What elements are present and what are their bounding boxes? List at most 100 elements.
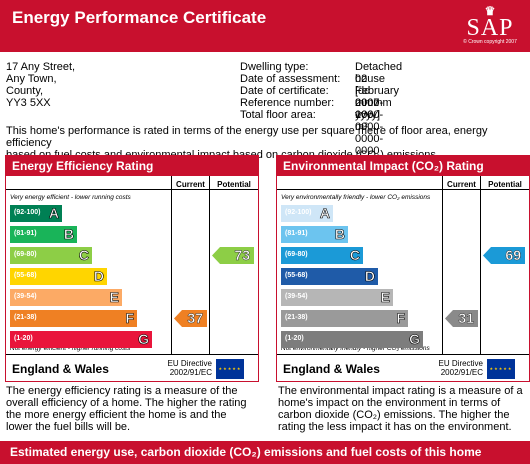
description-line: carbon dioxide (CO₂) emissions. The high…	[278, 409, 510, 421]
eu-directive: EU Directive 2002/91/EC	[427, 359, 483, 377]
rating-band-g: (1-20) G	[10, 331, 152, 348]
detail-value: 0000-0000-0000-0000-0000	[355, 97, 384, 157]
rating-band-e: (39-54) E	[10, 289, 122, 306]
rating-band-g: (1-20) G	[281, 331, 423, 348]
band-letter: F	[396, 310, 405, 327]
band-range: (69-80)	[14, 251, 37, 258]
band-range: (21-38)	[285, 314, 308, 321]
eu-directive: EU Directive 2002/91/EC	[156, 359, 212, 377]
band-letter: B	[63, 226, 75, 243]
address-line: Any Town,	[6, 73, 57, 85]
band-letter: E	[380, 289, 390, 306]
rating-band-a: (92-100) A	[281, 205, 333, 222]
band-letter: F	[125, 310, 134, 327]
panel-title: Environmental Impact (CO₂) Rating	[277, 156, 529, 176]
sap-logo: ♛ SAP © Crown copyright 2007	[458, 5, 522, 47]
eu-flag-icon: ★★★★★	[487, 359, 515, 379]
detail-value: Detached house	[355, 61, 403, 85]
environment-description: The environmental impact rating is a mea…	[278, 385, 528, 433]
potential-rating-arrow: 73	[212, 247, 254, 264]
detail-value: 02 February 2007	[355, 73, 400, 109]
directive-line: EU Directive	[167, 359, 212, 368]
address-block: 17 Any Street, Any Town, County, YY3 5XX	[6, 61, 75, 109]
footer-region: England & Wales	[283, 362, 380, 376]
column-current-header: Current	[176, 180, 205, 189]
band-letter: G	[138, 331, 149, 348]
band-range: (39-54)	[14, 293, 37, 300]
band-range: (92-100)	[14, 209, 41, 216]
rating-band-c: (69-80) C	[10, 247, 92, 264]
directive-line: 2002/91/EC	[169, 368, 212, 377]
rating-band-f: (21-38) F	[10, 310, 137, 327]
band-range: (92-100)	[285, 209, 312, 216]
rating-band-c: (69-80) C	[281, 247, 363, 264]
band-letter: A	[48, 205, 60, 222]
band-range: (1-20)	[14, 335, 33, 342]
directive-line: 2002/91/EC	[440, 368, 483, 377]
potential-rating-arrow: 69	[483, 247, 525, 264]
detail-label: Date of assessment:	[240, 73, 341, 85]
rating-band-b: (81-91) B	[10, 226, 77, 243]
address-line: County,	[6, 85, 44, 97]
detail-row: Date of certificate: [dd mmmm yyyy]	[240, 85, 392, 121]
detail-label: Dwelling type:	[240, 61, 309, 73]
description-line: overall efficiency of a home. The higher…	[6, 397, 247, 409]
detail-value: 166 m²	[355, 109, 374, 133]
rating-band-d: (55-68) D	[10, 268, 107, 285]
environmental-impact-panel: Environmental Impact (CO₂) Rating Curren…	[276, 155, 530, 382]
estimated-costs-heading: Estimated energy use, carbon dioxide (CO…	[0, 441, 530, 464]
band-letter: B	[334, 226, 346, 243]
band-range: (55-68)	[285, 272, 308, 279]
directive-line: EU Directive	[438, 359, 483, 368]
description-line: The environmental impact rating is a mea…	[278, 385, 523, 397]
page-title: Energy Performance Certificate	[12, 8, 267, 27]
description-line: rating the less impact it has on the env…	[278, 421, 512, 433]
band-letter: D	[93, 268, 105, 285]
band-letter: A	[319, 205, 331, 222]
detail-label: Reference number:	[240, 97, 335, 109]
band-range: (81-91)	[14, 230, 37, 237]
description-line: home's impact on the environment in term…	[278, 397, 501, 409]
bottom-note: Not energy efficient - higher running co…	[10, 345, 131, 352]
description-line: The energy efficiency rating is a measur…	[6, 385, 238, 397]
bottom-note: Not environmentally friendly - higher CO…	[281, 345, 430, 352]
panel-title: Energy Efficiency Rating	[6, 156, 258, 176]
footer-region: England & Wales	[12, 362, 109, 376]
band-range: (1-20)	[285, 335, 304, 342]
detail-value: [dd mmmm yyyy]	[355, 85, 392, 121]
dwelling-details: Dwelling type: Detached house Date of ass…	[240, 61, 402, 157]
rating-band-f: (21-38) F	[281, 310, 408, 327]
current-rating-arrow: 37	[174, 310, 207, 327]
intro-line: This home's performance is rated in term…	[6, 125, 488, 149]
current-rating-arrow: 31	[445, 310, 478, 327]
description-line: the more energy efficient the home is an…	[6, 409, 227, 421]
energy-efficiency-panel: Energy Efficiency Rating Current Potenti…	[5, 155, 259, 382]
detail-row: Total floor area: 166 m²	[240, 109, 373, 133]
logo-copyright: © Crown copyright 2007	[463, 39, 517, 45]
band-letter: C	[78, 247, 90, 264]
band-letter: D	[364, 268, 376, 285]
detail-row: Dwelling type: Detached house	[240, 61, 402, 85]
efficiency-description: The energy efficiency rating is a measur…	[6, 385, 268, 433]
certificate-header: Energy Performance Certificate ♛ SAP © C…	[0, 0, 530, 52]
band-letter: G	[409, 331, 420, 348]
detail-label: Total floor area:	[240, 109, 316, 121]
rating-band-a: (92-100) A	[10, 205, 62, 222]
rating-band-d: (55-68) D	[281, 268, 378, 285]
band-range: (55-68)	[14, 272, 37, 279]
rating-band-e: (39-54) E	[281, 289, 393, 306]
crown-icon: ♛	[484, 4, 496, 18]
top-note: Very environmentally friendly - lower CO…	[281, 194, 431, 201]
top-note: Very energy efficient - lower running co…	[10, 194, 131, 201]
band-range: (81-91)	[285, 230, 308, 237]
band-letter: E	[109, 289, 119, 306]
eu-flag-icon: ★★★★★	[216, 359, 244, 379]
band-letter: C	[349, 247, 361, 264]
description-line: lower the fuel bills will be.	[6, 421, 131, 433]
band-range: (39-54)	[285, 293, 308, 300]
column-potential-header: Potential	[488, 180, 522, 189]
band-range: (21-38)	[14, 314, 37, 321]
column-current-header: Current	[447, 180, 476, 189]
column-potential-header: Potential	[217, 180, 251, 189]
sap-logo-text: SAP	[466, 15, 514, 41]
